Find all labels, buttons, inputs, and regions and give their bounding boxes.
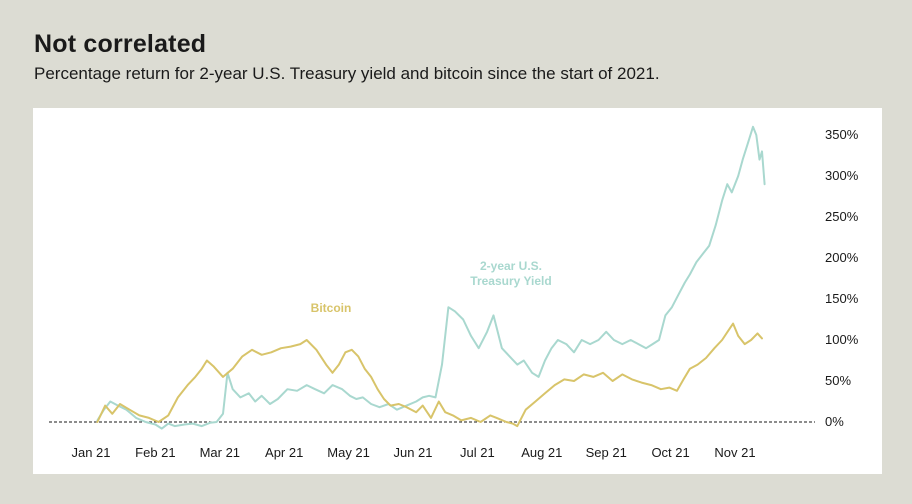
y-tick-label: 100% xyxy=(825,332,859,347)
chart-panel: 0% 50% 100% 150% 200% 250% 300% 350% Jan 21 Feb 2… xyxy=(33,108,882,474)
x-tick-label: Sep 21 xyxy=(586,445,627,460)
chart-title: Not correlated xyxy=(34,30,207,58)
x-tick-label: Oct 21 xyxy=(651,445,689,460)
treasury-series-line xyxy=(96,125,766,430)
line-chart: 0% 50% 100% 150% 200% 250% 300% 350% Jan 21 Feb 2… xyxy=(49,125,859,460)
x-tick-label: Aug 21 xyxy=(521,445,562,460)
x-tick-label: Jun 21 xyxy=(393,445,432,460)
y-tick-label: 300% xyxy=(825,168,859,183)
y-tick-label: 200% xyxy=(825,250,859,265)
treasury-label: Treasury Yield xyxy=(470,274,551,288)
x-tick-label: Jan 21 xyxy=(71,445,110,460)
x-tick-label: Jul 21 xyxy=(460,445,495,460)
y-tick-label: 0% xyxy=(825,414,844,429)
x-tick-label: Nov 21 xyxy=(714,445,755,460)
bitcoin-label: Bitcoin xyxy=(311,301,352,315)
y-tick-label: 350% xyxy=(825,127,859,142)
x-tick-label: Mar 21 xyxy=(200,445,240,460)
y-tick-label: 250% xyxy=(825,209,859,224)
y-tick-label: 150% xyxy=(825,291,859,306)
x-tick-label: May 21 xyxy=(327,445,370,460)
x-tick-label: Apr 21 xyxy=(265,445,303,460)
chart-subtitle: Percentage return for 2-year U.S. Treasu… xyxy=(34,64,660,83)
treasury-label: 2-year U.S. xyxy=(480,259,542,273)
x-tick-label: Feb 21 xyxy=(135,445,175,460)
bitcoin-series-line xyxy=(96,322,763,428)
y-tick-label: 50% xyxy=(825,373,851,388)
